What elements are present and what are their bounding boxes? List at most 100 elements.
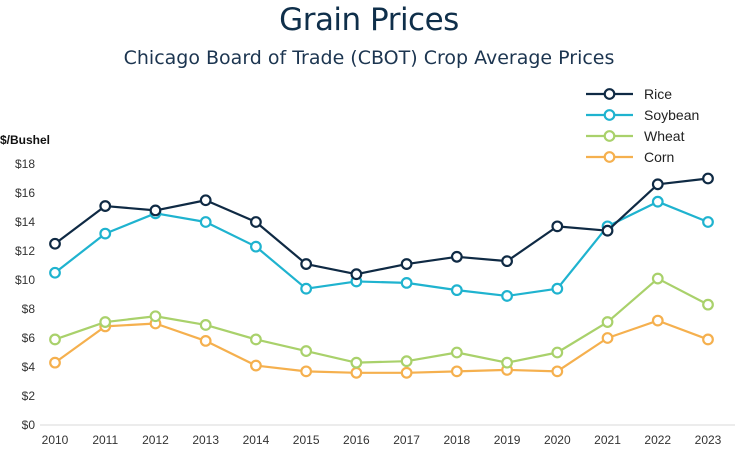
data-point-wheat[interactable]: [350, 356, 363, 369]
data-point-wheat[interactable]: [651, 272, 664, 285]
legend-label: Corn: [644, 149, 674, 165]
y-tick-label: $6: [22, 331, 36, 345]
y-axis: $/Bushel $0 $2 $4 $6 $8 $10 $12 $14 $16 $18: [0, 133, 50, 432]
legend-item-corn[interactable]: Corn: [586, 149, 674, 165]
data-point-rice[interactable]: [400, 258, 413, 270]
data-point-wheat[interactable]: [702, 298, 714, 311]
y-tick-label: $18: [15, 157, 35, 171]
legend-label: Soybean: [644, 107, 699, 123]
data-point-wheat[interactable]: [199, 319, 212, 331]
data-point-corn[interactable]: [450, 365, 463, 378]
legend-label: Rice: [644, 86, 672, 102]
legend-item-rice[interactable]: Rice: [586, 86, 672, 102]
series-line-corn: [54, 319, 709, 374]
x-tick-label: 2012: [142, 433, 169, 447]
data-point-rice[interactable]: [199, 194, 212, 207]
data-point-rice[interactable]: [551, 220, 564, 233]
legend-swatch-marker: [603, 130, 616, 142]
series-line-rice: [54, 177, 709, 276]
x-axis: 2010 2011 2012 2013 2014 2015 2016 2017 2018 2019…: [40, 424, 735, 447]
data-point-rice[interactable]: [501, 255, 513, 268]
data-point-wheat[interactable]: [501, 356, 513, 369]
x-tick-label: 2018: [443, 433, 470, 447]
data-point-rice[interactable]: [49, 237, 61, 250]
data-point-rice[interactable]: [601, 224, 614, 237]
y-tick-label: $8: [22, 302, 36, 316]
data-point-wheat[interactable]: [149, 310, 162, 323]
data-point-rice[interactable]: [350, 268, 363, 281]
legend-swatch-marker: [603, 88, 616, 100]
data-point-rice[interactable]: [702, 172, 714, 185]
data-point-rice[interactable]: [651, 178, 664, 191]
x-tick-label: 2017: [393, 433, 420, 447]
x-tick-label: 2011: [92, 433, 118, 447]
y-tick-label: $0: [22, 418, 36, 432]
data-point-soybean[interactable]: [702, 216, 714, 228]
data-point-corn[interactable]: [400, 366, 413, 379]
chart-subtitle: Chicago Board of Trade (CBOT) Crop Avera…: [123, 47, 615, 69]
x-tick-label: 2013: [192, 433, 219, 447]
series-line-soybean: [54, 200, 709, 298]
series-soybean: [49, 195, 714, 302]
x-tick-label: 2015: [293, 433, 320, 447]
data-point-corn[interactable]: [250, 359, 262, 372]
x-tick-label: 2020: [544, 433, 571, 447]
legend: Rice Soybean Wheat Corn: [586, 86, 699, 165]
data-point-wheat[interactable]: [601, 316, 614, 328]
data-point-corn[interactable]: [300, 365, 313, 378]
series-line-wheat: [54, 277, 709, 364]
data-point-corn[interactable]: [350, 366, 363, 379]
data-point-rice[interactable]: [300, 258, 313, 270]
data-point-soybean[interactable]: [300, 282, 313, 295]
data-point-soybean[interactable]: [199, 216, 212, 228]
y-tick-label: $16: [15, 186, 35, 200]
data-point-rice[interactable]: [99, 200, 112, 212]
data-point-soybean[interactable]: [250, 240, 262, 253]
data-point-wheat[interactable]: [250, 333, 262, 346]
data-point-corn[interactable]: [601, 332, 614, 344]
y-tick-label: $4: [22, 360, 36, 374]
data-point-corn[interactable]: [49, 356, 61, 369]
data-point-wheat[interactable]: [450, 346, 463, 359]
x-tick-label: 2014: [243, 433, 270, 447]
data-point-soybean[interactable]: [551, 282, 564, 295]
data-point-soybean[interactable]: [651, 195, 664, 208]
x-tick-label: 2022: [644, 433, 671, 447]
y-tick-label: $10: [15, 273, 35, 287]
x-tick-label: 2016: [343, 433, 370, 447]
chart-title: Grain Prices: [279, 2, 459, 38]
x-tick-label: 2023: [695, 433, 722, 447]
data-point-soybean[interactable]: [501, 290, 513, 302]
x-tick-label: 2019: [494, 433, 521, 447]
legend-swatch-marker: [603, 151, 616, 163]
data-point-rice[interactable]: [250, 216, 262, 228]
data-point-rice[interactable]: [149, 204, 162, 217]
data-point-corn[interactable]: [702, 333, 714, 346]
data-point-soybean[interactable]: [400, 277, 413, 289]
data-point-soybean[interactable]: [450, 284, 463, 297]
legend-item-wheat[interactable]: Wheat: [586, 128, 685, 144]
legend-swatch-marker: [603, 109, 616, 121]
data-point-wheat[interactable]: [300, 345, 313, 357]
data-point-soybean[interactable]: [49, 266, 61, 279]
y-axis-label: $/Bushel: [0, 133, 50, 147]
y-tick-label: $14: [15, 215, 35, 229]
data-point-corn[interactable]: [651, 314, 664, 327]
legend-item-soybean[interactable]: Soybean: [586, 107, 699, 123]
data-point-wheat[interactable]: [99, 316, 112, 328]
y-tick-label: $2: [22, 389, 36, 403]
data-point-soybean[interactable]: [99, 227, 112, 240]
series-corn: [49, 314, 714, 379]
data-point-rice[interactable]: [450, 250, 463, 263]
series-rice: [49, 172, 714, 281]
data-point-wheat[interactable]: [49, 333, 61, 346]
x-tick-label: 2010: [42, 433, 69, 447]
data-point-corn[interactable]: [551, 365, 564, 378]
legend-label: Wheat: [644, 128, 685, 144]
data-point-corn[interactable]: [199, 335, 212, 347]
data-point-wheat[interactable]: [400, 355, 413, 368]
x-tick-label: 2021: [594, 433, 621, 447]
data-point-wheat[interactable]: [551, 346, 564, 359]
series-wheat: [49, 272, 714, 369]
